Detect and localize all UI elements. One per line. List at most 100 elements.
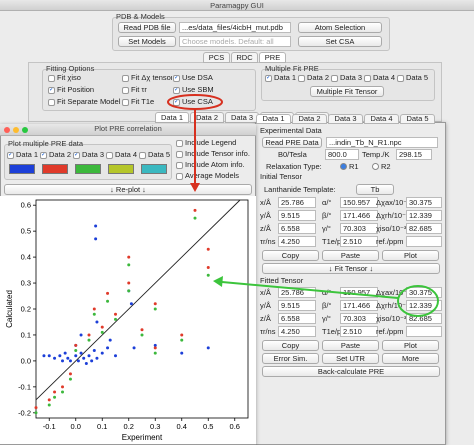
checkbox[interactable]: [176, 151, 183, 158]
window-control[interactable]: [4, 127, 10, 133]
checkbox[interactable]: [122, 87, 129, 94]
text-field[interactable]: 12.339: [406, 210, 442, 221]
text-field[interactable]: 30.375: [406, 197, 442, 208]
text-field[interactable]: 150.957: [340, 197, 378, 208]
text-field[interactable]: 298.15: [396, 149, 432, 160]
button[interactable]: Copy: [262, 340, 319, 351]
param-label: x/Å: [260, 198, 271, 207]
tab[interactable]: Data 1: [155, 112, 189, 123]
text-field[interactable]: 4.250: [278, 326, 316, 337]
text-field[interactable]: 82.685: [406, 313, 442, 324]
tab[interactable]: PCS: [203, 52, 230, 63]
tab[interactable]: Data 5: [400, 114, 435, 124]
button[interactable]: Paste: [322, 250, 379, 261]
tab[interactable]: Data 2: [190, 112, 224, 123]
point: [140, 328, 144, 332]
text-field[interactable]: ...indin_Tb_N_R1.npc: [326, 137, 438, 148]
button[interactable]: Set Models: [118, 36, 176, 47]
text-field[interactable]: 6.558: [278, 313, 316, 324]
text-field[interactable]: 12.339: [406, 300, 442, 311]
checkbox[interactable]: [122, 75, 129, 82]
checkbox-label: Data 5: [148, 150, 171, 159]
color-swatch[interactable]: [9, 164, 35, 174]
color-swatch[interactable]: [108, 164, 134, 174]
checkbox[interactable]: ✓: [173, 87, 180, 94]
button[interactable]: Plot: [382, 250, 439, 261]
checkbox[interactable]: [122, 99, 129, 106]
dropdown[interactable]: Tb: [356, 184, 394, 195]
checkbox[interactable]: [139, 152, 146, 159]
color-swatch[interactable]: [75, 164, 101, 174]
checkbox[interactable]: [397, 75, 404, 82]
checkbox[interactable]: ✓: [40, 152, 47, 159]
checkbox[interactable]: [298, 75, 305, 82]
button[interactable]: Paste: [322, 340, 379, 351]
text-field[interactable]: 800.0: [325, 149, 359, 160]
tab[interactable]: Data 3: [225, 112, 259, 123]
text-field[interactable]: 25.786: [278, 287, 316, 298]
text-field[interactable]: 9.515: [278, 210, 316, 221]
checkbox[interactable]: ✓: [7, 152, 14, 159]
text-field[interactable]: 70.303: [340, 223, 378, 234]
text-field[interactable]: [406, 326, 442, 337]
button[interactable]: Copy: [262, 250, 319, 261]
button[interactable]: Back-calculate PRE: [262, 366, 440, 377]
checkbox[interactable]: [364, 75, 371, 82]
button[interactable]: Read PRE Data: [262, 137, 322, 148]
text-field[interactable]: 2.510: [340, 236, 378, 247]
point: [153, 307, 157, 311]
text-field[interactable]: 82.685: [406, 223, 442, 234]
checkbox[interactable]: [106, 152, 113, 159]
checkbox[interactable]: [176, 173, 183, 180]
checkbox[interactable]: [48, 99, 55, 106]
text-field[interactable]: 2.510: [340, 326, 378, 337]
text-field[interactable]: ...es/data_files/4icbH_mut.pdb: [179, 22, 291, 33]
text-field[interactable]: 171.466: [340, 210, 378, 221]
button[interactable]: ↓ Re-plot ↓: [4, 184, 252, 195]
window-control[interactable]: [13, 127, 19, 133]
text-field[interactable]: Choose models. Default: all: [179, 36, 291, 47]
tab[interactable]: Data 3: [328, 114, 363, 124]
button[interactable]: Multiple Fit Tensor: [310, 86, 384, 97]
checkbox[interactable]: ✓: [265, 75, 272, 82]
text-field[interactable]: 171.466: [340, 300, 378, 311]
checkbox[interactable]: [176, 162, 183, 169]
checkbox[interactable]: ✓: [173, 99, 180, 106]
tab[interactable]: Data 1: [256, 114, 291, 124]
checkbox[interactable]: [48, 75, 55, 82]
tab[interactable]: RDC: [231, 52, 258, 63]
checkbox[interactable]: [176, 140, 183, 147]
tab[interactable]: Data 4: [364, 114, 399, 124]
tab[interactable]: Data 2: [292, 114, 327, 124]
button[interactable]: ↓ Fit Tensor ↓: [262, 263, 440, 274]
radio[interactable]: [372, 163, 379, 170]
button[interactable]: Set UTR: [322, 353, 379, 364]
button[interactable]: Set CSA: [298, 36, 382, 47]
text-field[interactable]: 9.515: [278, 300, 316, 311]
color-swatch[interactable]: [141, 164, 167, 174]
checkbox[interactable]: ✓: [48, 87, 55, 94]
point: [68, 377, 72, 381]
text-field[interactable]: 6.558: [278, 223, 316, 234]
checkbox[interactable]: ✓: [173, 75, 180, 82]
button[interactable]: Atom Selection: [298, 22, 382, 33]
button[interactable]: Plot: [382, 340, 439, 351]
color-swatch[interactable]: [42, 164, 68, 174]
text-field[interactable]: [406, 236, 442, 247]
y-tick-label: 0.3: [21, 279, 31, 288]
radio[interactable]: [340, 163, 347, 170]
button[interactable]: More: [382, 353, 439, 364]
text-field[interactable]: 70.303: [340, 313, 378, 324]
point: [153, 351, 157, 355]
checkbox[interactable]: ✓: [73, 152, 80, 159]
text-field[interactable]: 30.375: [406, 287, 442, 298]
button[interactable]: Error Sim.: [262, 353, 319, 364]
text-field[interactable]: 150.957: [340, 287, 378, 298]
checkbox[interactable]: [331, 75, 338, 82]
text-field[interactable]: 4.250: [278, 236, 316, 247]
point: [53, 390, 57, 394]
text-field[interactable]: 25.786: [278, 197, 316, 208]
window-control[interactable]: [22, 127, 28, 133]
tab[interactable]: PRE: [259, 52, 286, 63]
button[interactable]: Read PDB file: [118, 22, 176, 33]
